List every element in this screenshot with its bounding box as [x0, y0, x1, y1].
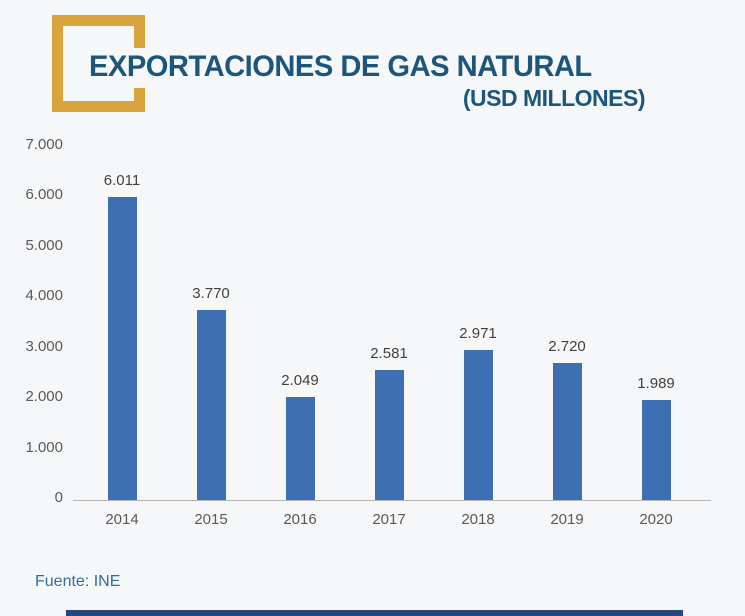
x-axis-label: 2015: [194, 511, 228, 528]
x-axis-label: 2017: [372, 511, 406, 528]
y-axis-tick-label: 0: [54, 489, 63, 506]
x-axis-label: 2018: [461, 511, 495, 528]
gold-frame-icon: [52, 15, 145, 112]
bar-value-label: 2.971: [459, 325, 497, 342]
y-axis-tick-label: 3.000: [25, 337, 63, 355]
bar-value-label: 2.049: [281, 372, 319, 389]
y-axis-tick-label: 2.000: [25, 388, 63, 406]
source-note: Fuente: INE: [35, 573, 121, 590]
x-axis-label: 2020: [639, 511, 673, 528]
bottom-accent-bar: [66, 610, 683, 616]
y-axis-tick-label: 7.000: [25, 136, 63, 153]
bar-value-label: 6.011: [103, 172, 141, 189]
x-axis-label: 2014: [105, 511, 139, 528]
y-axis-tick-label: 1.000: [25, 438, 63, 456]
bar-2015: [196, 310, 226, 500]
bar-value-label: 1.989: [637, 375, 675, 392]
bar-2018: [463, 350, 493, 500]
bar-value-label: 2.581: [370, 345, 408, 362]
bar-2014: [107, 197, 137, 500]
y-axis-tick-label: 5.000: [25, 236, 63, 254]
bar-value-label: 2.720: [548, 338, 586, 355]
y-axis-tick-label: 4.000: [25, 287, 63, 305]
page-title: EXPORTACIONES DE GAS NATURAL: [89, 50, 592, 83]
page-subtitle: (USD MILLONES): [462, 85, 646, 111]
bar-value-label: 3.770: [192, 285, 230, 302]
bar-2016: [285, 397, 315, 500]
bar-2017: [374, 370, 404, 500]
y-axis-tick-label: 6.000: [25, 186, 63, 204]
x-axis-label: 2019: [550, 511, 584, 528]
bar-2020: [641, 400, 671, 500]
x-axis-line: [73, 500, 711, 501]
bar-2019: [552, 363, 582, 500]
x-axis-label: 2016: [283, 511, 317, 528]
